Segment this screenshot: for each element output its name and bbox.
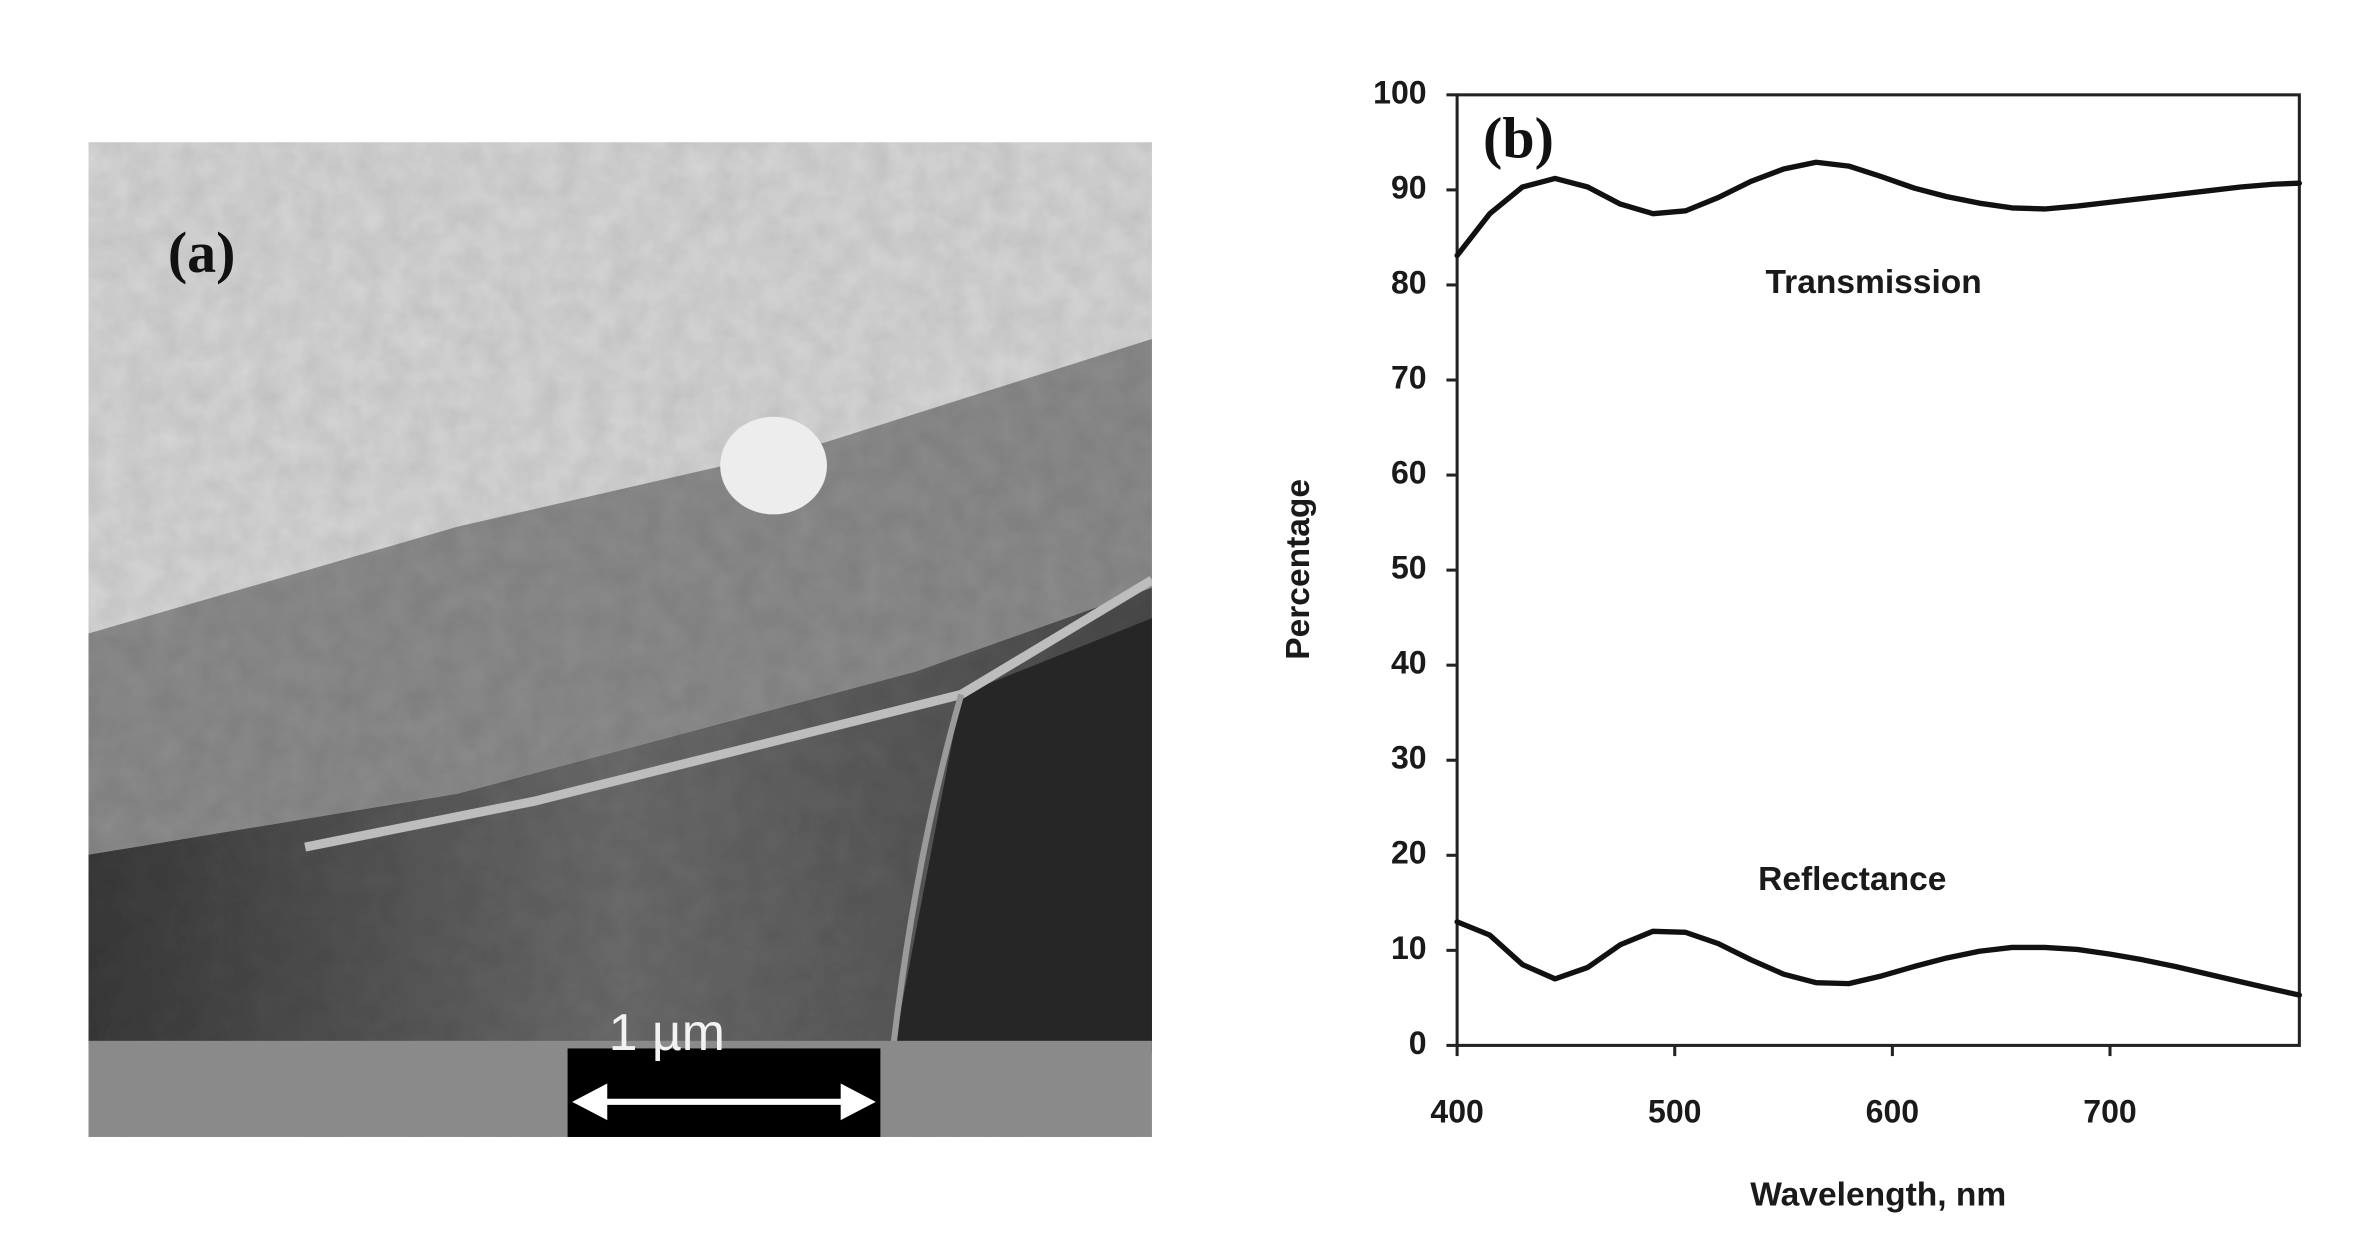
series-label: Reflectance <box>1758 861 1946 898</box>
scale-bar-arrow <box>840 1083 876 1121</box>
y-tick-label: 90 <box>1391 169 1427 205</box>
film-cross-section <box>88 338 1152 855</box>
x-axis-title: Wavelength, nm <box>1750 1177 2006 1214</box>
series-line <box>1454 919 2303 998</box>
series-line <box>1454 159 2303 259</box>
scale-bar-label: 1 µm <box>609 1003 725 1061</box>
x-tick-label: 500 <box>1648 1094 1701 1130</box>
substrate-shadow <box>892 618 1152 1054</box>
y-tick-label: 100 <box>1373 74 1426 110</box>
y-tick-label: 10 <box>1391 930 1427 966</box>
y-tick-label: 0 <box>1409 1025 1427 1061</box>
y-axis-title: Percentage <box>1280 479 1317 660</box>
x-tick-label: 400 <box>1430 1094 1483 1130</box>
plot-frame <box>1455 93 2301 1047</box>
y-tick-label: 80 <box>1391 264 1427 300</box>
interface-edge <box>304 576 1152 852</box>
sem-image <box>88 142 1152 1137</box>
y-tick-label: 60 <box>1391 455 1427 491</box>
x-tick-label: 600 <box>1866 1094 1919 1130</box>
y-tick-label: 20 <box>1391 835 1427 871</box>
substrate-edge <box>889 693 965 1054</box>
particle <box>720 416 827 515</box>
scale-bar-box <box>567 1048 881 1137</box>
y-tick-label: 70 <box>1391 359 1427 395</box>
y-tick-label: 30 <box>1391 740 1427 776</box>
y-tick-label: 40 <box>1391 645 1427 681</box>
scale-bar-arrow <box>572 1083 608 1121</box>
panel-label: (a) <box>168 220 236 285</box>
panel-label: (b) <box>1483 105 1554 170</box>
y-tick-label: 50 <box>1391 550 1427 586</box>
x-tick-label: 700 <box>2083 1094 2136 1130</box>
substrate <box>88 587 1152 1054</box>
series-label: Transmission <box>1766 264 1982 301</box>
